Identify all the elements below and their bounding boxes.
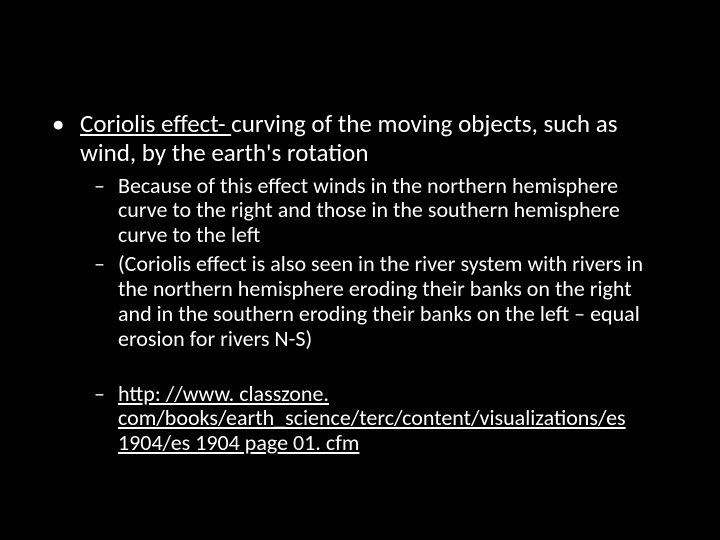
bullet-list-lvl1: Coriolis effect- curving of the moving o… [52,110,668,456]
sub-bullet-link: http: //www. classzone. com/books/earth_… [94,382,668,457]
link-classzone[interactable]: http: //www. classzone. com/books/earth_… [118,380,626,457]
sub-bullet-rivers: (Coriolis effect is also seen in the riv… [94,252,668,351]
bullet-list-lvl2: Because of this effect winds in the nort… [94,174,668,457]
bullet-main: Coriolis effect- curving of the moving o… [52,110,668,456]
sub-bullet-hemispheres: Because of this effect winds in the nort… [94,174,668,249]
spacer [94,356,668,382]
term-coriolis: Coriolis effect- [80,108,231,139]
slide: Coriolis effect- curving of the moving o… [0,0,720,540]
